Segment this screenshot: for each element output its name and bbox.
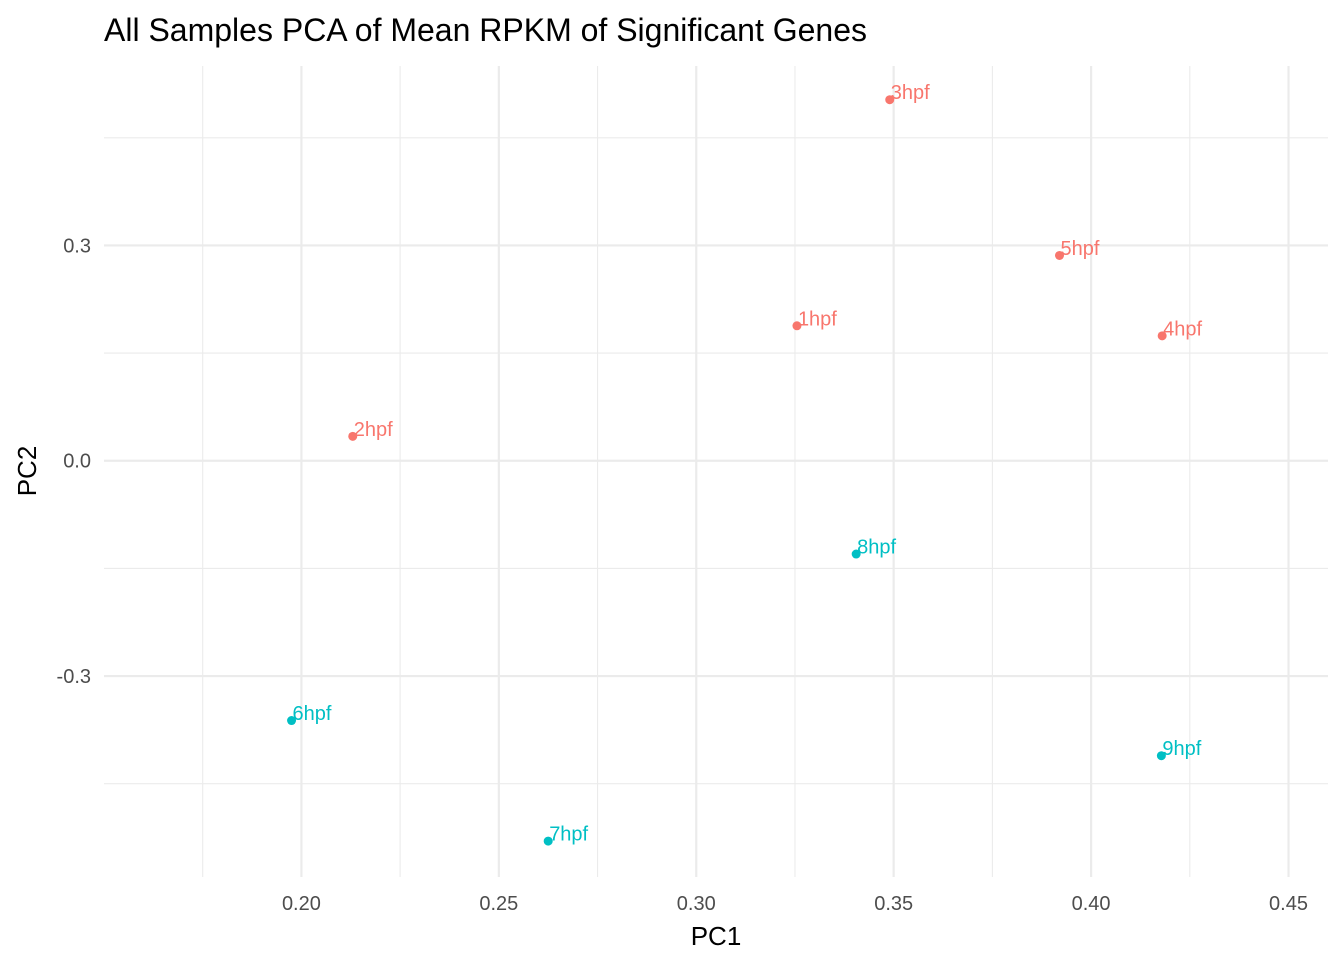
point-label: 4hpf xyxy=(1163,318,1202,340)
point-label: 2hpf xyxy=(354,419,393,441)
data-point xyxy=(851,549,861,559)
y-axis-title: PC2 xyxy=(12,446,42,497)
x-axis-title: PC1 xyxy=(691,921,742,951)
data-point xyxy=(792,321,802,331)
x-axis-ticks: 0.20 0.25 0.30 0.35 0.40 0.45 xyxy=(282,893,1308,915)
data-point xyxy=(348,431,358,441)
x-tick-label: 0.25 xyxy=(479,893,518,915)
data-point xyxy=(1157,331,1167,341)
data-point xyxy=(885,95,895,105)
x-tick-label: 0.35 xyxy=(874,893,913,915)
chart-title: All Samples PCA of Mean RPKM of Signific… xyxy=(104,12,867,48)
y-tick-label: 0.0 xyxy=(63,451,91,473)
point-label: 8hpf xyxy=(857,537,896,559)
grid-lines xyxy=(104,66,1328,877)
point-label: 7hpf xyxy=(549,824,588,846)
point-label: 3hpf xyxy=(891,82,930,104)
x-tick-label: 0.45 xyxy=(1269,893,1308,915)
data-point xyxy=(543,836,553,846)
x-tick-label: 0.40 xyxy=(1072,893,1111,915)
data-point xyxy=(1156,751,1166,761)
x-tick-label: 0.30 xyxy=(677,893,716,915)
y-tick-label: 0.3 xyxy=(63,235,91,257)
data-point xyxy=(287,716,297,726)
point-label: 5hpf xyxy=(1061,238,1100,260)
data-point xyxy=(1055,250,1065,260)
y-tick-label: -0.3 xyxy=(57,666,91,688)
y-axis-ticks: -0.3 0.0 0.3 xyxy=(57,235,91,688)
point-label: 9hpf xyxy=(1162,738,1201,760)
x-tick-label: 0.20 xyxy=(282,893,321,915)
point-label: 1hpf xyxy=(798,308,837,330)
point-label: 6hpf xyxy=(293,703,332,725)
data-points: 1hpf 2hpf 3hpf 4hpf 5hpf 6hpf 7hpf 8hpf 9hpf xyxy=(287,82,1203,846)
